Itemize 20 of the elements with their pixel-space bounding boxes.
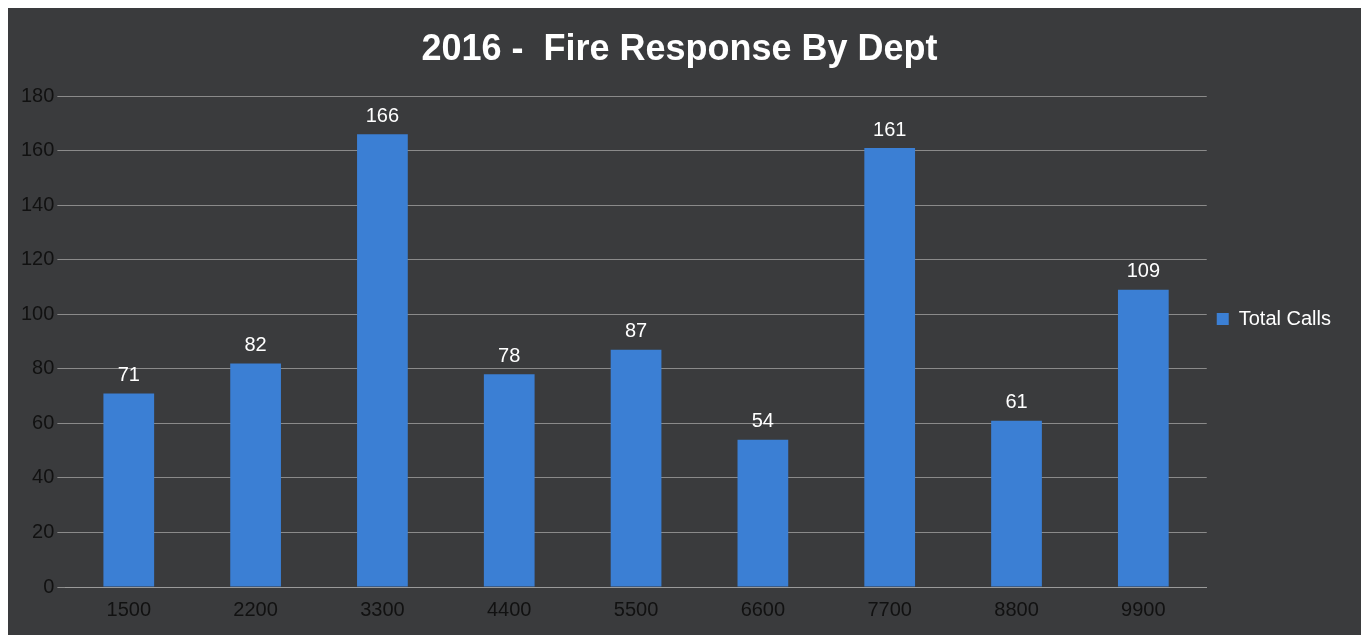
data-label: 78: [498, 343, 521, 366]
bar: [483, 374, 535, 587]
data-label: 54: [751, 409, 774, 432]
bar: [103, 393, 155, 587]
bar: [610, 349, 662, 587]
data-label: 166: [365, 103, 400, 126]
chart-title: 2016 - Fire Response By Dept: [421, 26, 938, 68]
bar: [230, 363, 281, 587]
data-label: 71: [117, 362, 140, 385]
data-label: 82: [244, 332, 267, 355]
legend-label: Total Calls: [1238, 306, 1332, 329]
data-label: 109: [1126, 259, 1161, 282]
data-label: 161: [873, 117, 907, 140]
data-label: 61: [1005, 390, 1028, 413]
bar: [991, 420, 1042, 587]
bar: [357, 134, 408, 587]
bar: [864, 148, 916, 587]
bar: [1117, 289, 1169, 587]
data-label: 87: [624, 319, 648, 342]
bar: [737, 439, 789, 587]
